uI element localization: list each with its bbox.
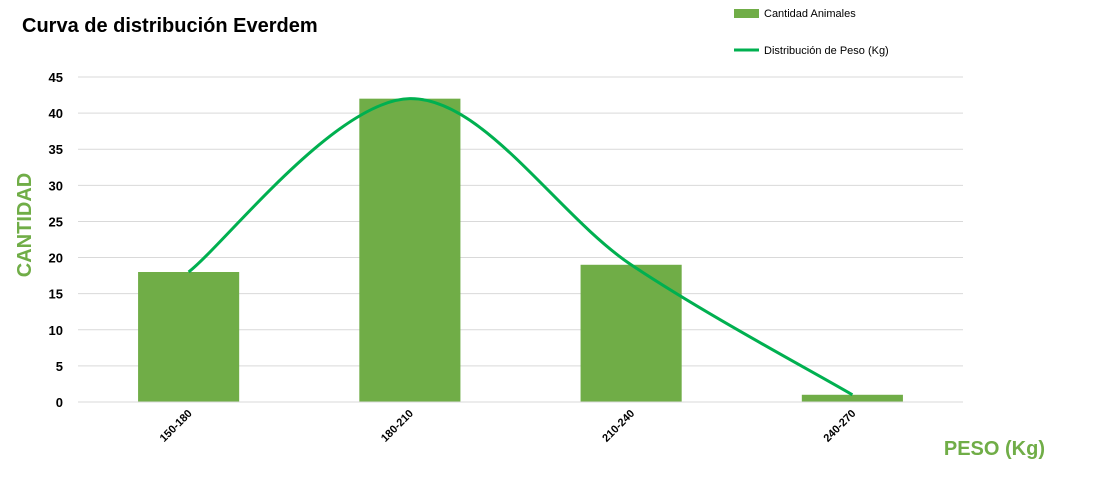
x-axis-label: PESO (Kg) xyxy=(944,438,1045,460)
y-tick-label: 15 xyxy=(49,287,63,302)
y-tick-label: 45 xyxy=(49,70,63,85)
legend-swatch-bars xyxy=(734,9,759,18)
x-tick-label: 240-270 xyxy=(821,408,858,445)
y-tick-label: 35 xyxy=(49,142,63,157)
bar xyxy=(138,272,240,402)
y-tick-label: 40 xyxy=(49,106,63,121)
legend: Cantidad Animales Distribución de Peso (… xyxy=(734,8,889,57)
legend-label-bars: Cantidad Animales xyxy=(764,8,856,20)
legend-label-line: Distribución de Peso (Kg) xyxy=(764,45,889,57)
y-tick-label: 5 xyxy=(56,359,63,374)
y-tick-label: 25 xyxy=(49,214,63,229)
y-tick-label: 10 xyxy=(49,323,63,338)
bar xyxy=(359,98,461,403)
y-axis-label: CANTIDAD xyxy=(14,173,36,277)
y-axis-ticks: 0 5 10 15 20 25 30 35 40 45 xyxy=(49,70,63,410)
y-tick-label: 0 xyxy=(56,395,63,410)
x-tick-label: 150-180 xyxy=(158,408,195,445)
y-tick-label: 20 xyxy=(49,251,63,266)
x-axis-ticks: 150-180 180-210 210-240 240-270 xyxy=(158,408,859,445)
x-tick-label: 210-240 xyxy=(600,408,637,445)
bar xyxy=(580,264,682,402)
bar xyxy=(801,394,903,402)
x-tick-label: 180-210 xyxy=(379,408,416,445)
bars xyxy=(138,98,903,403)
distribution-line xyxy=(187,97,854,397)
y-tick-label: 30 xyxy=(49,178,63,193)
chart-title: Curva de distribución Everdem xyxy=(22,15,318,37)
